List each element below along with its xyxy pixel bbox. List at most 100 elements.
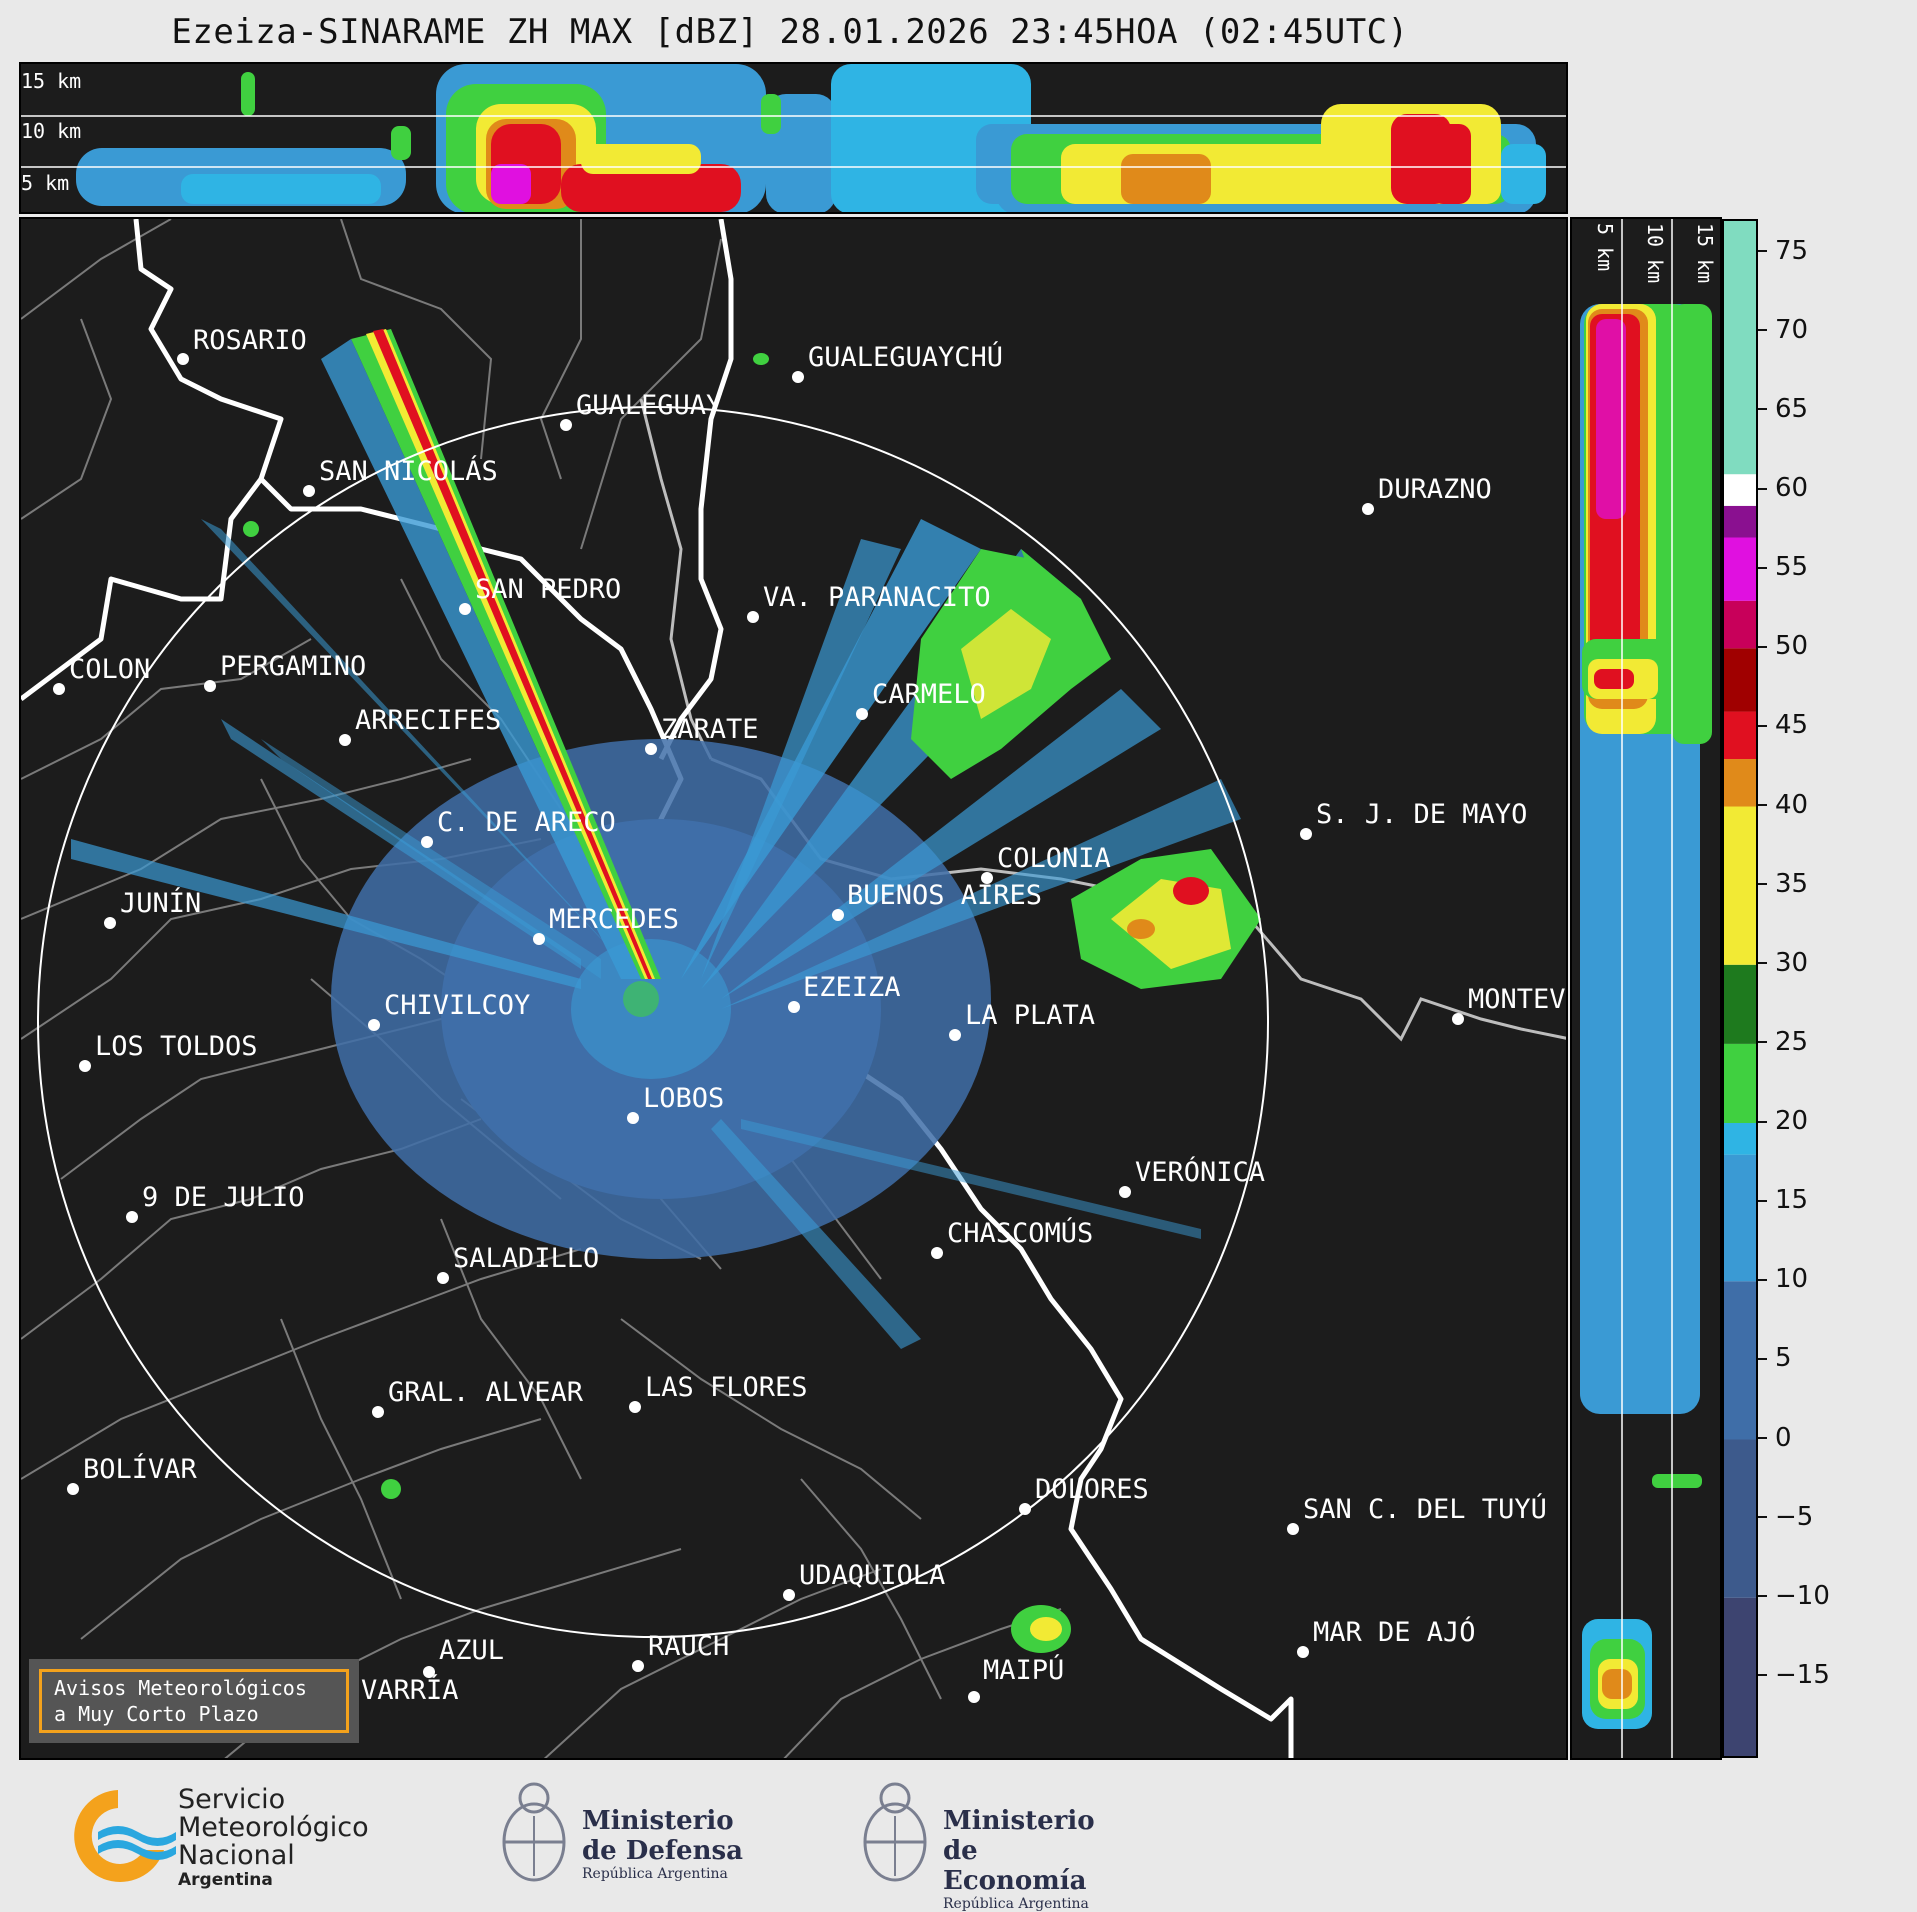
colorbar-band (1724, 1597, 1756, 1756)
colorbar-tick-label: 30 (1758, 948, 1808, 978)
svg-text:MERCEDES: MERCEDES (549, 904, 679, 935)
ministerio-economia-logo: Ministerio de Economía República Argenti… (857, 1780, 1127, 1912)
svg-text:C. DE ARECO: C. DE ARECO (437, 807, 616, 838)
svg-text:SALADILLO: SALADILLO (453, 1243, 599, 1274)
city-gualeguay: GUALEGUAY (560, 390, 722, 431)
svg-text:LAS FLORES: LAS FLORES (645, 1372, 808, 1403)
svg-text:S. J. DE MAYO: S. J. DE MAYO (1316, 799, 1527, 830)
colorbar-tick-label: 45 (1758, 710, 1808, 740)
city-durazno: DURAZNO (1362, 474, 1492, 515)
city-dolores: DOLORES (1019, 1474, 1149, 1515)
city-junin: JUNÍN (104, 887, 201, 929)
colorbar-tick-label: −15 (1758, 1660, 1830, 1690)
height-label-5km: 5 km (21, 171, 69, 195)
top-cross-section-svg: 15 km 10 km 5 km (21, 64, 1566, 212)
colorbar-tick-label: 60 (1758, 473, 1808, 503)
svg-text:JUNÍN: JUNÍN (120, 887, 201, 919)
smn-line-2: Meteorológico (178, 1812, 369, 1843)
colorbar-band (1724, 505, 1756, 538)
svg-text:AZUL: AZUL (439, 1635, 504, 1666)
svg-text:MAIPÚ: MAIPÚ (983, 1654, 1064, 1686)
svg-text:MAR DE AJÓ: MAR DE AJÓ (1313, 1616, 1476, 1648)
economia-line-3: República Argentina (943, 1896, 1089, 1912)
alert-badge-inner: Avisos Meteorológicos a Muy Corto Plazo (39, 1669, 349, 1733)
svg-text:PERGAMINO: PERGAMINO (220, 651, 366, 682)
city-udaquiola: UDAQUIOLA (783, 1560, 945, 1601)
city-mercedes: MERCEDES (533, 904, 679, 945)
city-9-de-julio: 9 DE JULIO (126, 1182, 305, 1223)
colorbar-tick-label: 40 (1758, 790, 1808, 820)
side-height-label-10km: 10 km (1643, 223, 1667, 283)
colorbar-tick-label: 5 (1758, 1343, 1792, 1373)
city-montev: MONTEV (1452, 984, 1566, 1025)
svg-text:LA PLATA: LA PLATA (965, 1000, 1095, 1031)
city-zarate: ZÁRATE (645, 713, 759, 755)
city-azul: AZUL (423, 1635, 504, 1678)
smn-line-3: Nacional (178, 1840, 295, 1871)
side-height-label-15km: 15 km (1693, 223, 1717, 283)
svg-text:BUENOS AIRES: BUENOS AIRES (847, 880, 1042, 911)
city-lobos: LOBOS (627, 1083, 724, 1124)
svg-text:MONTEV: MONTEV (1468, 984, 1566, 1015)
svg-text:CHASCOMÚS: CHASCOMÚS (947, 1217, 1093, 1249)
colorbar (1722, 219, 1758, 1758)
colorbar-band (1724, 806, 1756, 965)
side-height-label-5km: 5 km (1593, 223, 1617, 271)
colorbar-tick-label: 65 (1758, 394, 1808, 424)
svg-text:SAN NICOLÁS: SAN NICOLÁS (319, 455, 498, 487)
city-bolivar: BOLÍVAR (67, 1453, 198, 1495)
side-cross-section-svg: 5 km 10 km 15 km (1580, 219, 1717, 1758)
svg-text:UDAQUIOLA: UDAQUIOLA (799, 1560, 945, 1591)
svg-text:EZEIZA: EZEIZA (803, 972, 901, 1003)
city-veronica: VERÓNICA (1119, 1156, 1265, 1198)
colorbar-tick-label: 75 (1758, 236, 1808, 266)
city-chivilcoy: CHIVILCOY (368, 990, 530, 1031)
defensa-line-3: República Argentina (582, 1866, 728, 1882)
city-maipu: MAIPÚ (968, 1654, 1064, 1703)
svg-text:DURAZNO: DURAZNO (1378, 474, 1492, 505)
svg-text:GRAL. ALVEAR: GRAL. ALVEAR (388, 1377, 584, 1408)
svg-text:VERÓNICA: VERÓNICA (1135, 1156, 1265, 1188)
height-label-10km: 10 km (21, 119, 81, 143)
city-las-flores: LAS FLORES (629, 1372, 808, 1413)
city-sj-de-mayo: S. J. DE MAYO (1300, 799, 1527, 840)
city-olavarria: VARRÍA (361, 1674, 459, 1706)
svg-text:DOLORES: DOLORES (1035, 1474, 1149, 1505)
defensa-line-1: Ministerio (582, 1806, 734, 1836)
top-cross-section-panel: 15 km 10 km 5 km (19, 62, 1568, 214)
national-shield-icon (863, 1782, 927, 1882)
city-carmelo: CARMELO (856, 679, 986, 720)
colorbar-band (1724, 1154, 1756, 1282)
svg-text:GUALEGUAYCHÚ: GUALEGUAYCHÚ (808, 341, 1003, 373)
colorbar-band (1724, 537, 1756, 601)
defensa-line-2: de Defensa (582, 1836, 743, 1866)
ministerio-defensa-logo: Ministerio de Defensa República Argentin… (496, 1780, 766, 1890)
height-label-15km: 15 km (21, 69, 81, 93)
svg-text:LOS TOLDOS: LOS TOLDOS (95, 1031, 258, 1062)
city-saladillo: SALADILLO (437, 1243, 599, 1284)
colorbar-tick-label: 20 (1758, 1106, 1808, 1136)
smn-logo: Servicio Meteorológico Nacional Argentin… (58, 1780, 398, 1890)
colorbar-tick-label: −10 (1758, 1581, 1830, 1611)
colorbar-band (1724, 1043, 1756, 1124)
smn-emblem-icon (74, 1790, 176, 1882)
city-san-c-del-tuyu: SAN C. DEL TUYÚ (1287, 1493, 1547, 1535)
city-layer: ROSARIO GUALEGUAYCHÚ GUALEGUAY SAN NICOL… (53, 325, 1566, 1706)
side-echoes (1580, 304, 1712, 1729)
svg-text:ARRECIFES: ARRECIFES (355, 705, 501, 736)
city-san-nicolas: SAN NICOLÁS (303, 455, 498, 497)
city-pergamino: PERGAMINO (204, 651, 366, 692)
city-chascomus: CHASCOMÚS (931, 1217, 1093, 1259)
svg-text:VARRÍA: VARRÍA (361, 1674, 459, 1706)
colorbar-tick-label: 0 (1758, 1423, 1792, 1453)
svg-text:CARMELO: CARMELO (872, 679, 986, 710)
colorbar-tick-label: 55 (1758, 552, 1808, 582)
economia-line-2: de Economía (943, 1836, 1087, 1896)
colorbar-band (1724, 711, 1756, 760)
colorbar-band (1724, 759, 1756, 807)
svg-text:VA. PARANACITO: VA. PARANACITO (763, 582, 991, 613)
colorbar-tick-label: 70 (1758, 315, 1808, 345)
economia-line-1: Ministerio (943, 1806, 1095, 1836)
svg-text:LOBOS: LOBOS (643, 1083, 724, 1114)
colorbar-band (1724, 221, 1756, 475)
